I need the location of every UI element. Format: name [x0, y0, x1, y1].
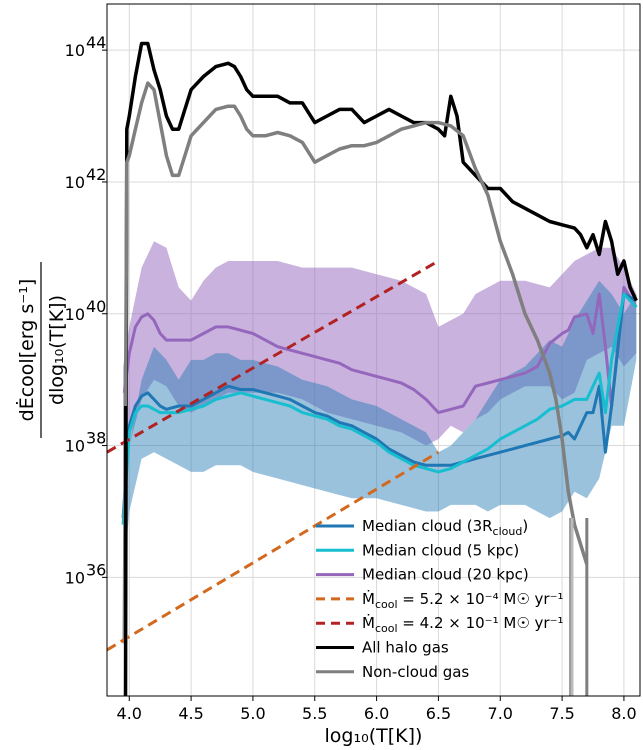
- y-tick-label-1: 10: [65, 173, 85, 192]
- x-tick-label-3: 5.5: [302, 704, 327, 723]
- y-tick-label-2: 10: [65, 305, 85, 324]
- legend-label-6: Non-cloud gas: [362, 663, 469, 681]
- x-tick-label-1: 4.5: [178, 704, 203, 723]
- y-tick-label-0: 10: [65, 41, 85, 60]
- legend-label-4: Ṁcool = 4.2 × 10⁻¹ M☉ yr⁻¹: [362, 613, 564, 635]
- series-lines: [106, 41, 638, 697]
- x-axis-ticks: 4.0 4.5 5.0 5.5 6.0 6.5 7.0 7.5 8.0: [117, 696, 637, 723]
- plot-frame: [106, 3, 641, 697]
- x-tick-label-8: 8.0: [611, 704, 636, 723]
- y-tick-exponent-4: 36: [86, 560, 106, 579]
- legend: Median cloud (3Rcloud) Median cloud (5 kp…: [316, 517, 564, 681]
- y-axis-label-numerator: dĖcool[erg s⁻¹]: [15, 279, 38, 422]
- x-tick-label-5: 6.5: [426, 704, 451, 723]
- x-tick-label-6: 7.0: [488, 704, 513, 723]
- y-tick-exponent-2: 40: [86, 297, 106, 316]
- y-axis-label-denominator: dlog₁₀(T[K]): [46, 295, 68, 405]
- x-tick-label-7: 7.5: [549, 704, 574, 723]
- band-1: [123, 280, 637, 584]
- y-tick-exponent-0: 44: [86, 33, 106, 52]
- series-line-0: [122, 285, 638, 415]
- x-tick-label-0: 4.0: [117, 704, 142, 723]
- legend-label-2: Median cloud (20 kpc): [362, 566, 529, 584]
- x-tick-label-2: 5.0: [240, 704, 265, 723]
- y-tick-label-3: 10: [65, 437, 85, 456]
- series-line-4: [122, 81, 589, 644]
- legend-label-5: All halo gas: [362, 639, 449, 657]
- x-axis-label: log₁₀(T[K]): [325, 725, 423, 747]
- y-tick-exponent-3: 38: [86, 429, 106, 448]
- x-tick-label-4: 6.0: [364, 704, 389, 723]
- series-line-3: [123, 41, 638, 697]
- series-line-5: [106, 450, 440, 652]
- legend-label-1: Median cloud (5 kpc): [362, 541, 519, 559]
- legend-label-3: Ṁcool = 5.2 × 10⁻⁴ M☉ yr⁻¹: [362, 589, 564, 611]
- y-axis-label: dĖcool[erg s⁻¹] dlog₁₀(T[K]): [15, 262, 68, 438]
- legend-label-0: Median cloud (3Rcloud): [362, 517, 528, 538]
- y-tick-exponent-1: 42: [86, 165, 106, 184]
- series-line-1: [121, 292, 638, 519]
- y-tick-label-4: 10: [65, 568, 85, 587]
